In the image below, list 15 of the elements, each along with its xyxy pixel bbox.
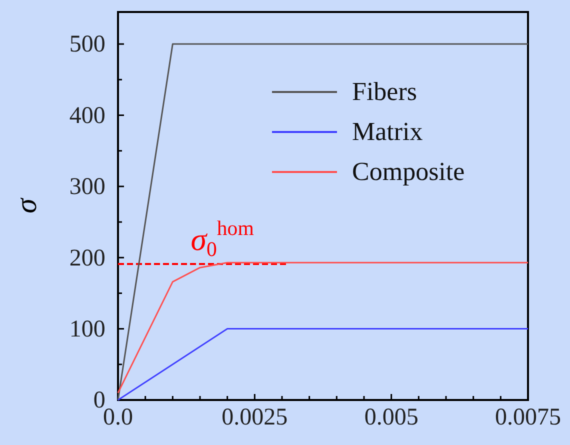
y-tick-label: 0 <box>93 388 106 414</box>
y-tick-label: 200 <box>69 245 106 272</box>
x-tick-label: 0.0 <box>103 404 133 431</box>
x-tick-label: 0.005 <box>364 404 418 431</box>
y-tick-label: 100 <box>69 316 106 342</box>
legend-label: Matrix <box>352 117 423 146</box>
line-series <box>117 262 529 394</box>
y-tick-label: 400 <box>69 102 106 129</box>
y-axis-title: σ <box>10 197 43 214</box>
legend-label: Composite <box>352 157 465 186</box>
y-tick-label: 500 <box>69 32 106 58</box>
x-tick-label: 0.0025 <box>222 404 288 431</box>
y-tick-label: 300 <box>69 174 106 200</box>
legend-label: Fibers <box>352 77 417 106</box>
x-tick-label: 0.0075 <box>495 404 561 431</box>
